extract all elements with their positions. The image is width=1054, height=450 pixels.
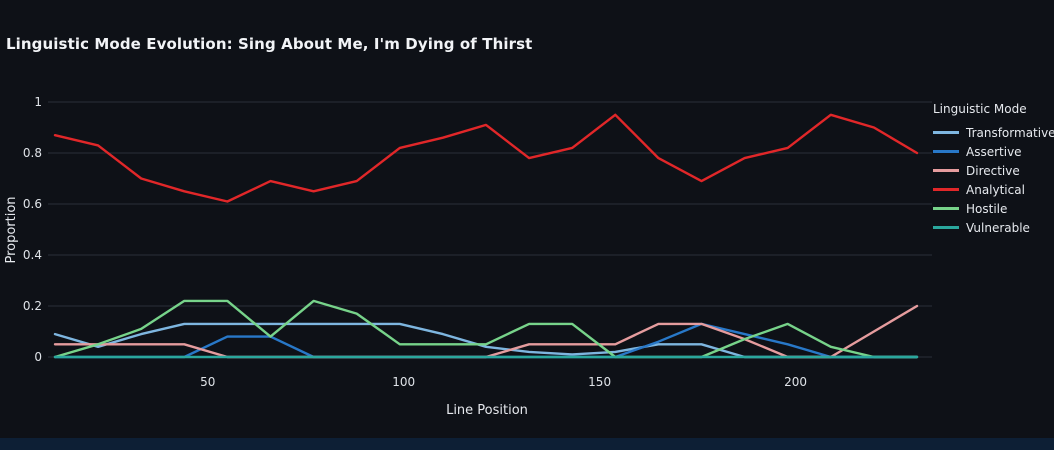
- y-tick-label: 0: [34, 350, 42, 364]
- legend-label: Hostile: [966, 201, 1008, 216]
- legend: Linguistic Mode Transformative Assertive D…: [933, 102, 1054, 237]
- legend-item-vulnerable[interactable]: Vulnerable: [933, 218, 1054, 237]
- bottom-bar: [0, 438, 1054, 450]
- legend-swatch-hostile: [933, 207, 959, 210]
- y-tick-label: 0.2: [23, 299, 42, 313]
- legend-label: Directive: [966, 163, 1020, 178]
- x-axis-title: Line Position: [446, 403, 528, 418]
- legend-title: Linguistic Mode: [933, 102, 1027, 116]
- x-tick-label: 200: [784, 375, 807, 389]
- chart-title: Linguistic Mode Evolution: Sing About Me…: [6, 35, 533, 53]
- x-tick-label: 100: [392, 375, 415, 389]
- y-tick-label: 0.4: [23, 248, 42, 262]
- legend-label: Transformative: [966, 125, 1054, 140]
- legend-item-transformative[interactable]: Transformative: [933, 123, 1054, 142]
- legend-item-analytical[interactable]: Analytical: [933, 180, 1054, 199]
- legend-item-directive[interactable]: Directive: [933, 161, 1054, 180]
- x-tick-label: 50: [200, 375, 215, 389]
- legend-swatch-assertive: [933, 150, 959, 153]
- series-line-transformative: [53, 322, 919, 359]
- y-tick-label: 0.8: [23, 146, 42, 160]
- legend-item-hostile[interactable]: Hostile: [933, 199, 1054, 218]
- legend-swatch-transformative: [933, 131, 959, 134]
- y-axis-title: Proportion: [4, 196, 19, 263]
- series-line-analytical: [53, 113, 919, 203]
- legend-swatch-vulnerable: [933, 226, 959, 229]
- x-tick-labels: 50 100 150 200: [200, 375, 807, 389]
- y-tick-labels: 0 0.2 0.4 0.6 0.8 1: [23, 95, 42, 364]
- legend-item-assertive[interactable]: Assertive: [933, 142, 1054, 161]
- legend-swatch-analytical: [933, 188, 959, 191]
- x-tick-label: 150: [588, 375, 611, 389]
- legend-label: Vulnerable: [966, 220, 1030, 235]
- legend-label: Analytical: [966, 182, 1025, 197]
- series-line-directive: [53, 304, 919, 359]
- y-tick-label: 1: [34, 95, 42, 109]
- series-line-assertive: [53, 322, 919, 359]
- legend-label: Assertive: [966, 144, 1022, 159]
- series-line-hostile: [53, 299, 919, 359]
- y-tick-label: 0.6: [23, 197, 42, 211]
- legend-items: Transformative Assertive Directive Analytic…: [933, 123, 1054, 237]
- series-lines: [53, 113, 919, 359]
- legend-swatch-directive: [933, 169, 959, 172]
